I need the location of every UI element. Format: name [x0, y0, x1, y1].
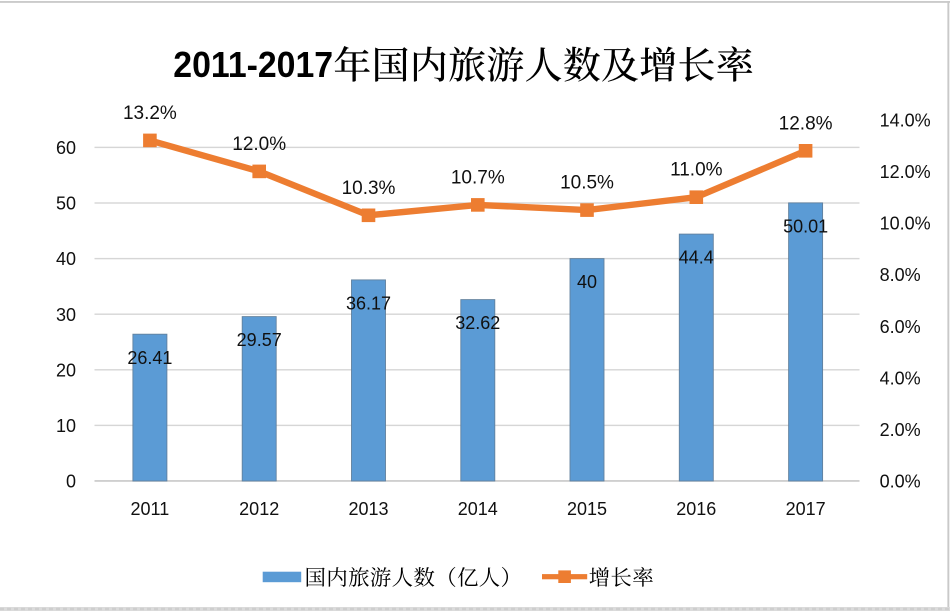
svg-text:10.7%: 10.7%	[451, 167, 505, 188]
svg-text:12.8%: 12.8%	[779, 113, 833, 134]
svg-text:29.57: 29.57	[237, 330, 282, 350]
svg-text:50: 50	[56, 194, 76, 214]
svg-text:40: 40	[577, 272, 597, 292]
svg-text:4.0%: 4.0%	[880, 368, 921, 388]
svg-text:2014: 2014	[458, 499, 498, 519]
svg-text:2017: 2017	[786, 499, 826, 519]
svg-text:6.0%: 6.0%	[880, 317, 921, 337]
svg-text:8.0%: 8.0%	[880, 265, 921, 285]
svg-text:2011-2017: 2011-2017	[173, 44, 333, 85]
svg-text:20: 20	[56, 360, 76, 380]
svg-text:10: 10	[56, 416, 76, 436]
svg-text:0.0%: 0.0%	[880, 472, 921, 492]
svg-text:12.0%: 12.0%	[232, 134, 286, 155]
svg-text:2012: 2012	[239, 499, 279, 519]
svg-text:10.0%: 10.0%	[880, 214, 931, 234]
svg-text:10.3%: 10.3%	[342, 178, 396, 199]
svg-text:40: 40	[56, 249, 76, 269]
svg-text:50.01: 50.01	[783, 217, 828, 237]
svg-text:30: 30	[56, 305, 76, 325]
svg-text:36.17: 36.17	[346, 294, 391, 314]
svg-text:0: 0	[66, 472, 76, 492]
svg-text:60: 60	[56, 138, 76, 158]
svg-text:32.62: 32.62	[455, 313, 500, 333]
svg-text:2015: 2015	[567, 499, 607, 519]
svg-text:12.0%: 12.0%	[880, 162, 931, 182]
svg-text:14.0%: 14.0%	[880, 110, 931, 130]
svg-text:13.2%: 13.2%	[123, 103, 177, 124]
svg-text:11.0%: 11.0%	[670, 160, 723, 181]
svg-text:2011: 2011	[131, 499, 170, 519]
svg-text:2.0%: 2.0%	[880, 420, 921, 440]
svg-text:2016: 2016	[676, 499, 716, 519]
svg-text:2013: 2013	[348, 499, 388, 519]
svg-text:10.5%: 10.5%	[560, 173, 614, 194]
svg-text:44.4: 44.4	[679, 248, 714, 268]
svg-text:26.41: 26.41	[127, 348, 172, 368]
